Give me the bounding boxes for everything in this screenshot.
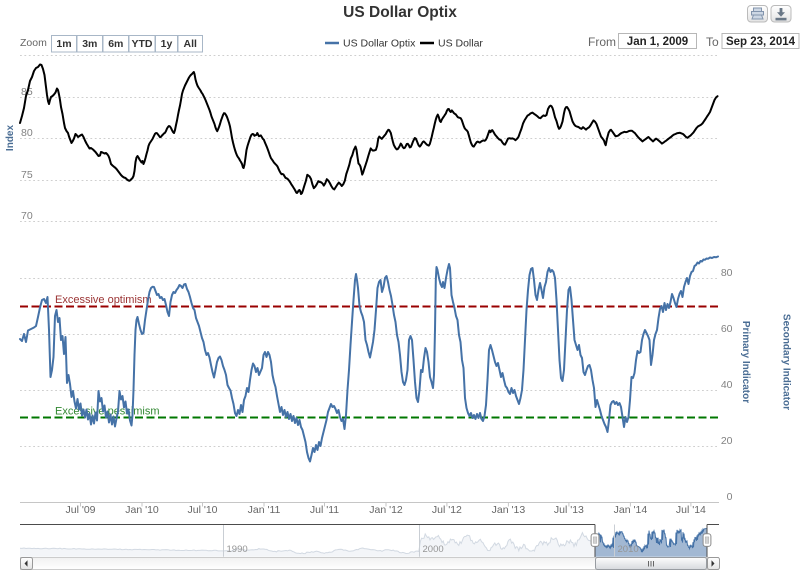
- svg-text:0: 0: [727, 491, 733, 503]
- svg-text:YTD: YTD: [132, 38, 153, 50]
- svg-text:20: 20: [721, 435, 733, 447]
- svg-text:US Dollar: US Dollar: [438, 38, 483, 50]
- svg-text:Jul '14: Jul '14: [676, 504, 706, 516]
- svg-text:75: 75: [21, 169, 33, 181]
- svg-text:Jul '11: Jul '11: [310, 504, 339, 516]
- svg-text:80: 80: [721, 267, 733, 279]
- svg-text:From: From: [588, 35, 616, 49]
- svg-text:Jan '11: Jan '11: [248, 504, 281, 516]
- svg-text:US Dollar Optix: US Dollar Optix: [343, 4, 457, 21]
- svg-text:Jul '10: Jul '10: [187, 504, 217, 516]
- svg-text:Zoom: Zoom: [20, 37, 47, 49]
- svg-text:Jan '14: Jan '14: [614, 504, 648, 516]
- svg-text:Secondary Indicator: Secondary Indicator: [781, 314, 792, 410]
- svg-text:2010: 2010: [618, 544, 639, 555]
- svg-text:3m: 3m: [82, 38, 97, 50]
- svg-text:To: To: [706, 35, 719, 49]
- svg-text:6m: 6m: [108, 38, 123, 50]
- svg-text:Jul '12: Jul '12: [432, 504, 462, 516]
- svg-text:Sep 23, 2014: Sep 23, 2014: [726, 36, 796, 48]
- svg-text:1990: 1990: [227, 544, 248, 555]
- svg-text:US Dollar Optix: US Dollar Optix: [343, 38, 416, 50]
- svg-text:Jul '09: Jul '09: [65, 504, 95, 516]
- svg-text:Jan '13: Jan '13: [492, 504, 526, 516]
- svg-text:40: 40: [721, 379, 733, 391]
- svg-text:Excessive optimism: Excessive optimism: [55, 294, 152, 306]
- svg-text:Jan '12: Jan '12: [369, 504, 403, 516]
- svg-text:1m: 1m: [56, 38, 71, 50]
- svg-text:2000: 2000: [423, 544, 444, 555]
- svg-text:Primary Indicator: Primary Indicator: [740, 321, 751, 403]
- svg-text:1y: 1y: [161, 38, 173, 50]
- svg-text:Index: Index: [5, 125, 16, 152]
- svg-text:Jan 1, 2009: Jan 1, 2009: [627, 36, 688, 48]
- svg-text:Jan '10: Jan '10: [125, 504, 159, 516]
- svg-text:70: 70: [21, 210, 33, 222]
- svg-text:80: 80: [21, 127, 33, 139]
- svg-text:All: All: [183, 38, 197, 50]
- svg-text:60: 60: [721, 323, 733, 335]
- svg-text:Jul '13: Jul '13: [554, 504, 584, 516]
